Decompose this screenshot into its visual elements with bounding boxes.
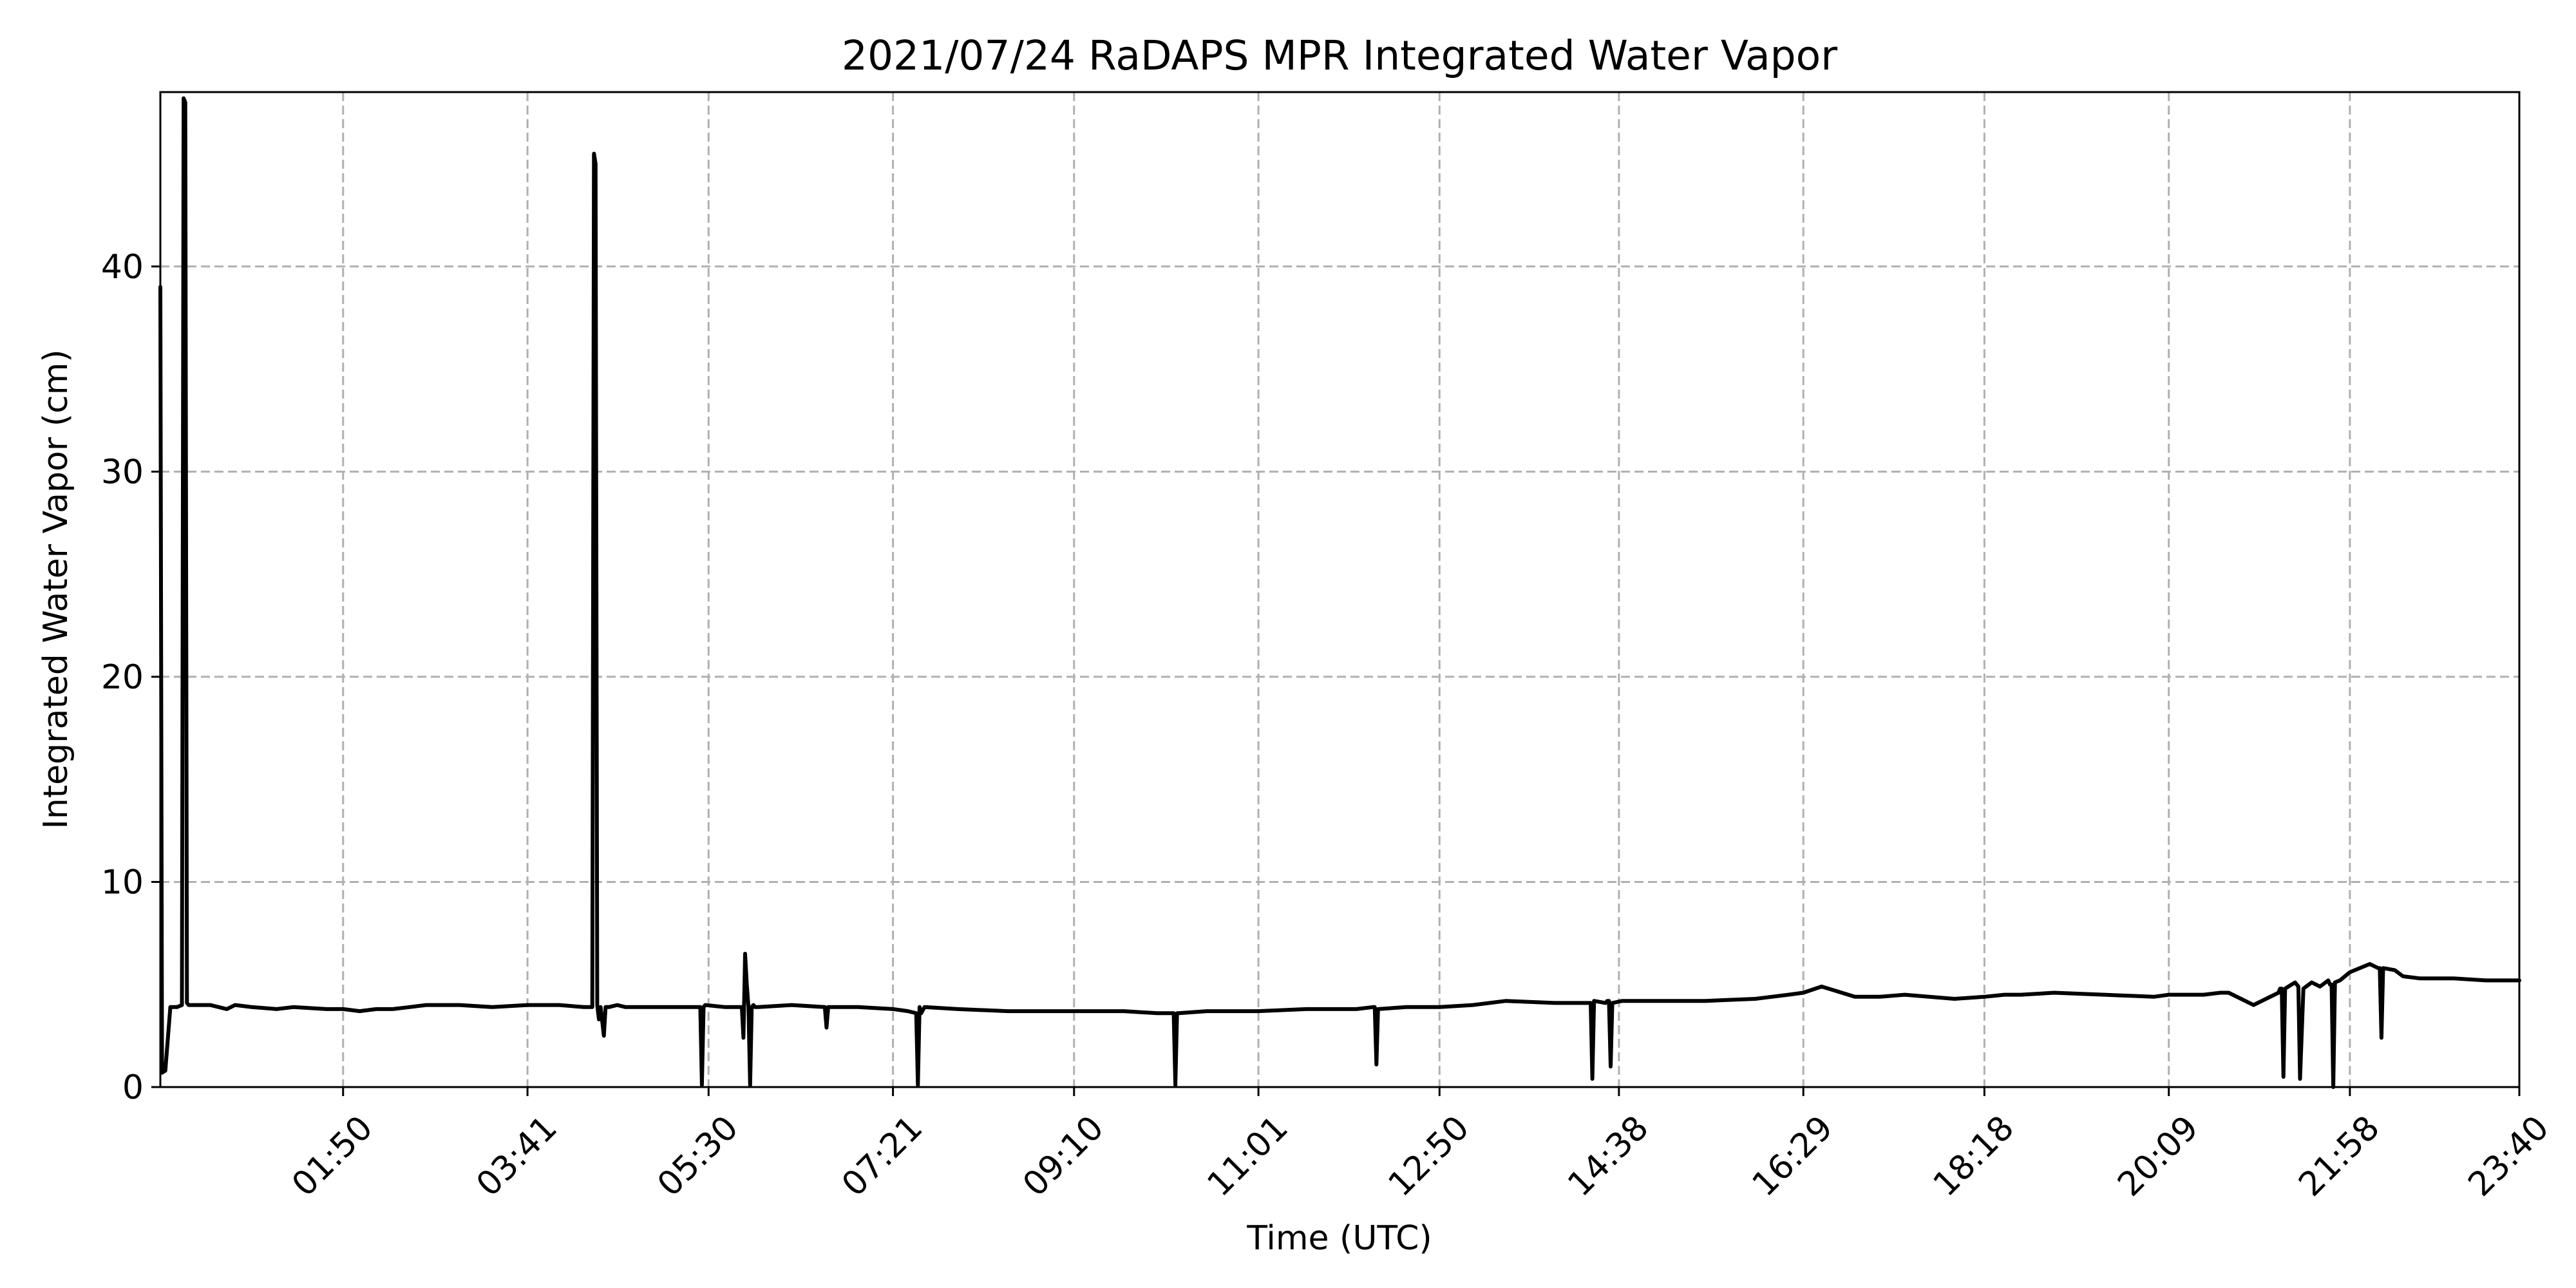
y-tick-label: 10 bbox=[101, 863, 144, 902]
data-point bbox=[2327, 980, 2329, 981]
data-point bbox=[2369, 963, 2371, 965]
data-point bbox=[2311, 982, 2313, 983]
data-point bbox=[1258, 1010, 1259, 1012]
y-tick-label: 30 bbox=[101, 453, 144, 491]
data-point bbox=[920, 1012, 922, 1014]
data-point bbox=[2381, 1037, 2382, 1038]
y-tick-label: 20 bbox=[101, 658, 144, 697]
data-point bbox=[2228, 992, 2230, 993]
data-point bbox=[2003, 994, 2005, 996]
data-point bbox=[1106, 1010, 1108, 1012]
chart-title: 2021/07/24 RaDAPS MPR Integrated Water V… bbox=[842, 32, 1837, 79]
series-line bbox=[158, 96, 2521, 1089]
gridlines bbox=[160, 92, 2521, 1087]
data-point bbox=[1904, 994, 1906, 996]
data-point bbox=[165, 1070, 166, 1071]
data-point bbox=[826, 1027, 827, 1028]
data-point bbox=[744, 953, 746, 954]
data-point bbox=[1821, 986, 1823, 987]
data-point bbox=[1007, 1010, 1009, 1012]
data-point bbox=[743, 1037, 744, 1038]
data-point bbox=[746, 984, 748, 985]
y-tick-label: 40 bbox=[101, 248, 144, 287]
data-point bbox=[2020, 994, 2022, 996]
series-layer bbox=[158, 96, 2521, 1089]
data-point bbox=[2334, 982, 2336, 983]
data-point bbox=[907, 1010, 909, 1012]
data-point bbox=[701, 1084, 703, 1086]
data-point bbox=[1788, 994, 1789, 996]
data-point bbox=[1173, 1012, 1174, 1014]
plot-frame bbox=[159, 91, 2521, 1088]
data-point bbox=[2203, 994, 2204, 996]
data-point bbox=[2331, 984, 2332, 985]
data-point bbox=[2220, 992, 2221, 993]
x-axis-label: Time (UTC) bbox=[1246, 1219, 1432, 1258]
data-point bbox=[2168, 994, 2170, 996]
data-point bbox=[2452, 978, 2454, 979]
data-point bbox=[2278, 992, 2279, 993]
data-point bbox=[1206, 1010, 1208, 1012]
data-point bbox=[359, 1010, 360, 1012]
y-axis-label: Integrated Water Vapor (cm) bbox=[37, 349, 75, 829]
data-point bbox=[1803, 992, 1804, 993]
data-point bbox=[2329, 984, 2331, 985]
data-point bbox=[1984, 996, 1985, 998]
y-tick-label: 0 bbox=[122, 1068, 144, 1107]
data-point bbox=[2394, 969, 2395, 971]
data-point bbox=[1175, 1084, 1176, 1086]
data-point bbox=[2103, 994, 2105, 996]
data-point bbox=[1879, 996, 1880, 998]
